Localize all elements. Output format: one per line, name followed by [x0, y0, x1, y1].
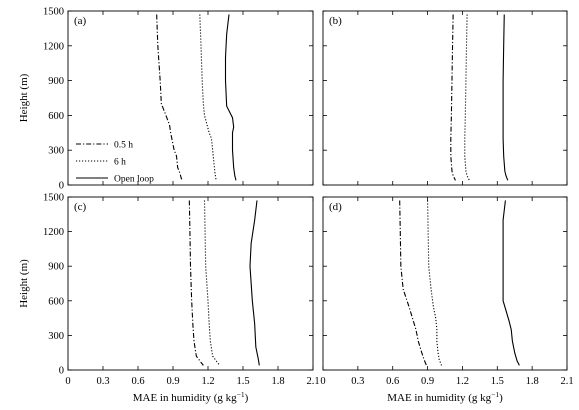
x-tick-label: 1.2 [456, 376, 469, 387]
x-tick-label: 1.8 [271, 376, 284, 387]
x-tick-label: 0.9 [421, 376, 434, 387]
axis-labels: Height (m) Height (m) MAE in humidity (g k… [18, 73, 503, 404]
panel-label: (d) [329, 201, 342, 213]
x-tick-label: 1.5 [491, 376, 504, 387]
x-tick-label: 0 [320, 376, 325, 387]
series-line-open-loop [502, 14, 509, 181]
x-axis-label-sup: −1 [491, 390, 499, 399]
series-line-6-h [199, 14, 217, 181]
x-axis-label-close: ) [245, 392, 249, 404]
legend-label: 6 h [114, 158, 126, 168]
x-axis-label-sup: −1 [237, 390, 245, 399]
legend-label: 0.5 h [114, 141, 133, 151]
y-tick-label: 0 [59, 181, 64, 192]
plot-frame [322, 10, 568, 186]
x-tick-label: 0 [65, 376, 70, 387]
plot-frame [67, 10, 314, 186]
y-tick-label: 1200 [43, 227, 64, 238]
x-tick-label: 1.2 [201, 376, 214, 387]
y-tick-label: 300 [48, 146, 64, 157]
series-line-open-loop [224, 14, 237, 181]
x-axis-label-main: MAE in humidity (g kg [387, 392, 491, 404]
panel-label: (a) [74, 15, 87, 27]
y-axis-label: Height (m) [18, 73, 30, 122]
y-tick-label: 600 [48, 111, 64, 122]
series-line-0-5-h [188, 200, 204, 366]
series-line-0-5-h [450, 14, 456, 181]
y-tick-label: 1200 [43, 41, 64, 52]
y-axis-label: Height (m) [18, 259, 30, 308]
y-tick-label: 0 [59, 366, 64, 377]
x-axis-label-main: MAE in humidity (g kg [133, 392, 237, 404]
panel-b: (b) [322, 10, 568, 186]
x-axis-label: MAE in humidity (g kg−1) [133, 390, 249, 404]
x-axis-label-close: ) [499, 392, 503, 404]
series-line-6-h [464, 14, 470, 181]
legend-label: Open loop [114, 175, 154, 185]
series-line-open-loop [502, 200, 520, 366]
x-tick-label: 1.8 [526, 376, 539, 387]
panel-a: 0 300 600 900 1200 1500 (a) 0.5 h 6 h Open loop [43, 7, 314, 192]
panel-label: (c) [74, 201, 87, 213]
y-tick-label: 1500 [43, 7, 64, 18]
y-tick-label: 1500 [43, 193, 64, 204]
x-tick-label: 2.1 [560, 376, 573, 387]
plot-frame [322, 196, 568, 371]
x-tick-label: 0.6 [386, 376, 399, 387]
x-tick-label: 0.3 [351, 376, 364, 387]
x-tick-label: 0.6 [131, 376, 144, 387]
y-tick-label: 900 [48, 262, 64, 273]
x-tick-label: 0.9 [166, 376, 179, 387]
x-tick-label: 2.1 [306, 376, 319, 387]
plot-frame [67, 196, 314, 371]
x-tick-label: 0.3 [96, 376, 109, 387]
panel-label: (b) [329, 15, 342, 27]
panel-c: 0 0.3 0.6 0.9 1.2 1.5 1.8 2.1 0 300 600 900 1200 1500… [43, 193, 320, 388]
series-line-6-h [203, 200, 221, 366]
series-line-0-5-h [399, 200, 427, 366]
series-line-6-h [427, 200, 443, 366]
panels: 0 300 600 900 1200 1500 (a) 0.5 h 6 h Open loop (b… [43, 7, 574, 388]
series-line-open-loop [249, 200, 260, 366]
panel-d: 0 0.3 0.6 0.9 1.2 1.5 1.8 2.1 (d) [320, 196, 574, 387]
y-tick-label: 600 [48, 296, 64, 307]
y-tick-label: 300 [48, 331, 64, 342]
x-tick-label: 1.5 [236, 376, 249, 387]
y-tick-label: 900 [48, 76, 64, 87]
x-axis-label: MAE in humidity (g kg−1) [387, 390, 503, 404]
series-line-0-5-h [156, 14, 183, 181]
